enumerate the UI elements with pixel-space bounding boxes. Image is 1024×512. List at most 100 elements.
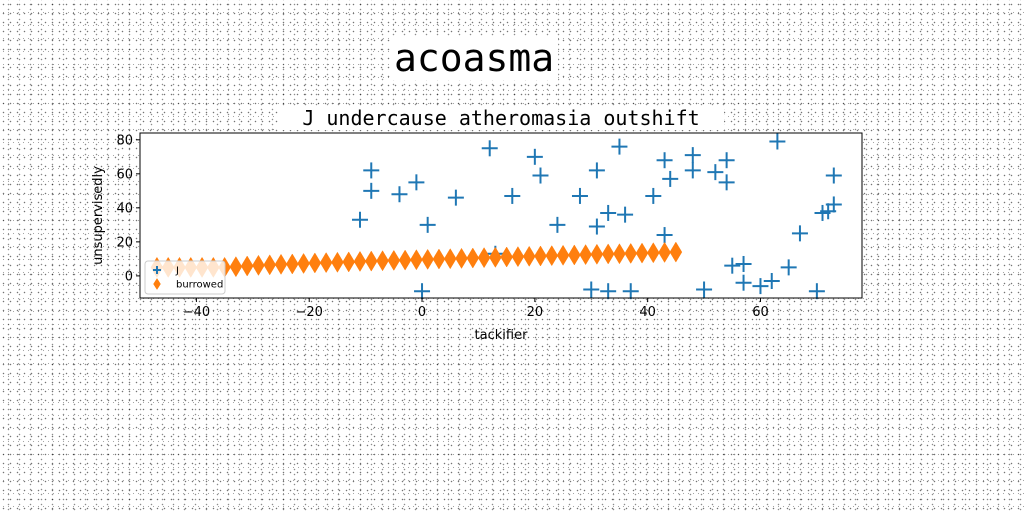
- point-burrowed: [308, 252, 322, 274]
- point-j: [414, 283, 431, 300]
- point-burrowed: [443, 248, 457, 270]
- point-burrowed: [534, 245, 547, 267]
- point-burrowed: [387, 249, 401, 271]
- point-burrowed: [545, 245, 559, 267]
- point-j: [617, 206, 634, 223]
- point-burrowed: [647, 242, 660, 264]
- point-j: [791, 225, 808, 242]
- point-j: [718, 174, 735, 191]
- point-j: [447, 189, 464, 206]
- point-j: [419, 216, 436, 233]
- point-j: [622, 283, 639, 300]
- point-j: [780, 259, 797, 276]
- point-j: [549, 216, 566, 233]
- point-j: [571, 187, 588, 204]
- point-j: [351, 211, 368, 228]
- point-j: [696, 281, 713, 298]
- point-j: [735, 274, 752, 291]
- point-burrowed: [522, 245, 536, 267]
- point-burrowed: [331, 251, 344, 273]
- legend-label: burrowed: [176, 280, 223, 291]
- series-burrowed: [150, 241, 683, 278]
- point-j: [391, 186, 408, 203]
- point-j: [588, 162, 605, 179]
- point-burrowed: [376, 250, 389, 272]
- point-j: [588, 218, 605, 235]
- point-burrowed: [240, 255, 254, 277]
- point-burrowed: [229, 256, 243, 278]
- point-j: [611, 138, 628, 155]
- point-burrowed: [297, 252, 310, 274]
- point-j: [769, 133, 786, 150]
- point-j: [752, 278, 769, 295]
- point-burrowed: [342, 251, 355, 273]
- x-tick-label: −40: [183, 305, 210, 320]
- point-burrowed: [353, 250, 367, 272]
- x-tick-label: 0: [418, 305, 426, 320]
- point-burrowed: [319, 252, 333, 274]
- point-burrowed: [466, 247, 480, 269]
- point-j: [735, 255, 752, 272]
- point-j: [656, 152, 673, 169]
- point-burrowed: [635, 242, 649, 264]
- y-tick-label: 60: [116, 167, 133, 182]
- point-burrowed: [624, 242, 638, 264]
- point-j: [662, 170, 679, 187]
- point-burrowed: [421, 248, 434, 270]
- x-tick-label: 40: [639, 305, 656, 320]
- point-burrowed: [511, 246, 525, 268]
- y-axis: 0 20 40 60 80: [116, 133, 140, 284]
- point-j: [684, 147, 701, 164]
- point-burrowed: [364, 250, 378, 272]
- point-j: [363, 162, 380, 179]
- y-tick-label: 40: [116, 201, 133, 216]
- point-j: [600, 204, 617, 221]
- y-axis-label: unsupervisedly: [91, 166, 106, 265]
- y-tick-label: 0: [125, 269, 133, 284]
- legend-label: J: [175, 266, 179, 277]
- point-j: [481, 140, 498, 157]
- point-j: [707, 164, 724, 181]
- point-burrowed: [455, 247, 468, 269]
- point-burrowed: [263, 254, 277, 276]
- point-j: [600, 283, 617, 300]
- x-tick-label: −20: [296, 305, 323, 320]
- point-j: [825, 167, 842, 184]
- point-j: [504, 187, 521, 204]
- chart-marks: [150, 133, 842, 300]
- point-burrowed: [500, 246, 513, 268]
- x-axis: −40 −20 0 20 40 60: [183, 298, 769, 320]
- point-burrowed: [579, 244, 592, 266]
- point-burrowed: [658, 241, 671, 263]
- figure-title: acoasma: [390, 36, 559, 80]
- chart-title-background: [278, 106, 724, 130]
- legend-box: [144, 260, 226, 295]
- point-j: [724, 257, 741, 274]
- point-burrowed: [489, 246, 502, 268]
- chart-title: J undercause atheromasia outshift: [302, 106, 699, 130]
- legend-marker-burrowed: [153, 278, 161, 290]
- plot-frame: [139, 132, 863, 299]
- point-burrowed: [274, 253, 288, 275]
- point-burrowed: [601, 243, 615, 265]
- point-burrowed: [398, 249, 412, 271]
- point-j: [684, 162, 701, 179]
- point-j: [408, 174, 425, 191]
- point-burrowed: [432, 248, 446, 270]
- point-burrowed: [410, 249, 423, 271]
- point-j: [645, 187, 662, 204]
- point-burrowed: [556, 244, 570, 266]
- point-j: [825, 196, 842, 213]
- legend-marker-j: [153, 266, 161, 274]
- y-tick-label: 20: [116, 235, 133, 250]
- point-burrowed: [477, 247, 491, 269]
- point-j: [363, 182, 380, 199]
- y-tick-label: 80: [116, 133, 133, 148]
- point-j: [532, 167, 549, 184]
- point-j: [526, 148, 543, 165]
- point-burrowed: [590, 243, 604, 265]
- point-burrowed: [669, 241, 683, 263]
- point-j: [583, 281, 600, 298]
